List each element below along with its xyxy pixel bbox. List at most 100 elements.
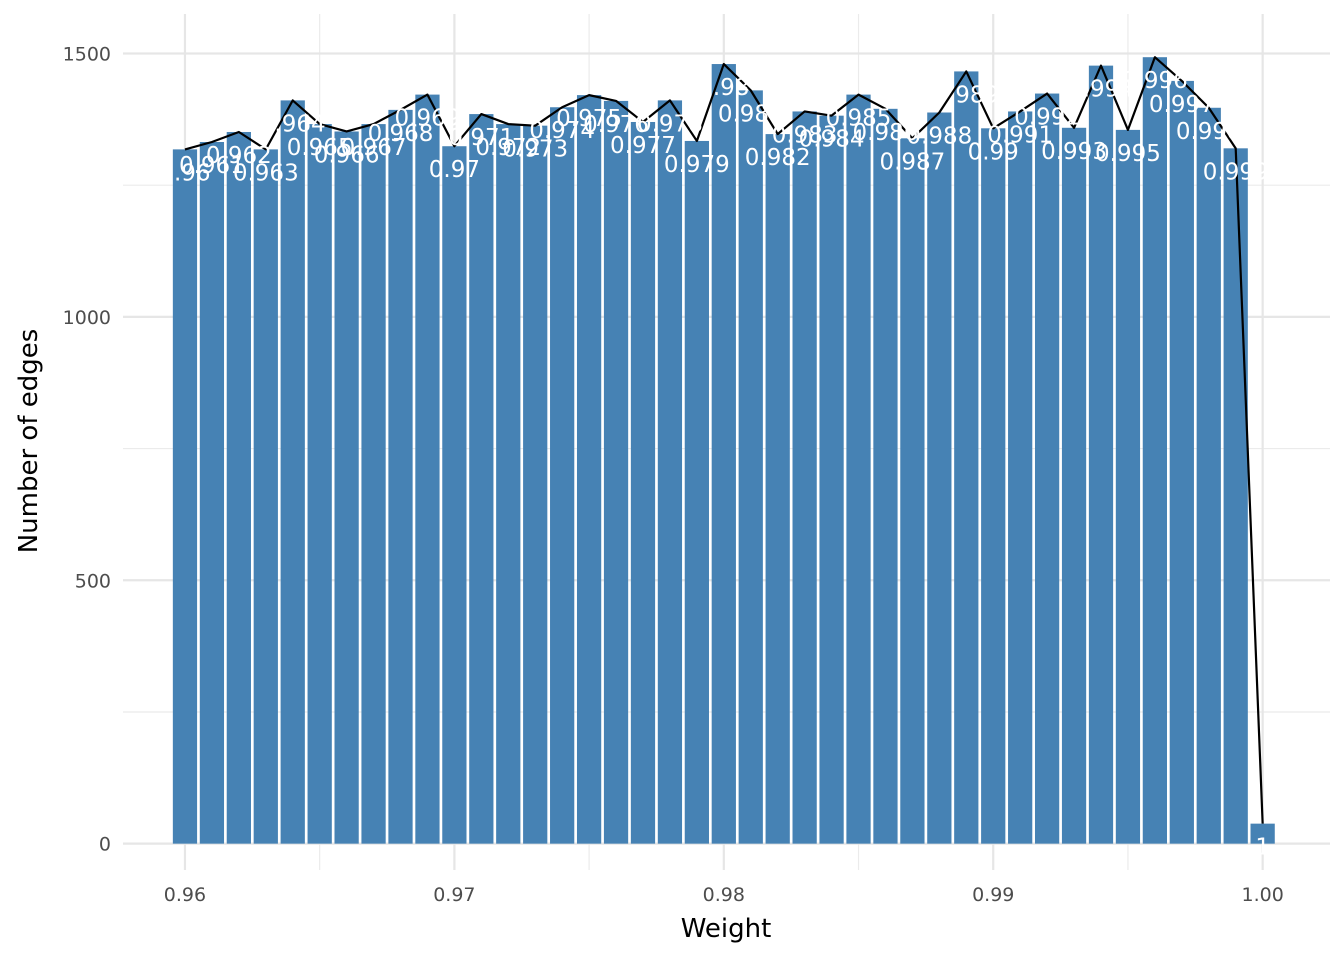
histogram-bar	[334, 131, 359, 844]
histogram-bar	[199, 142, 225, 844]
bar-label: 0.997	[1149, 92, 1215, 118]
histogram-bar	[819, 115, 844, 844]
bar-layer	[172, 57, 1275, 844]
bar-label: 1	[1255, 835, 1270, 861]
histogram-bar	[684, 140, 709, 844]
bar-label: 0.964	[260, 111, 326, 137]
histogram-bar	[1061, 127, 1087, 844]
bar-label: 0.971	[448, 125, 514, 151]
bar-label: 0.994	[1068, 77, 1134, 103]
bar-label: 0.976	[583, 112, 649, 138]
line-layer	[184, 56, 1264, 824]
histogram-bar	[172, 149, 198, 844]
bar-label: 0.967	[341, 135, 407, 161]
bar-label: 0.982	[745, 145, 811, 171]
histogram-bar	[307, 124, 332, 844]
histogram-bar	[657, 100, 683, 844]
bar-label: 0.97	[429, 157, 480, 183]
histogram-bar	[550, 107, 575, 844]
bar-label: 0.963	[233, 160, 299, 186]
histogram-bar	[954, 71, 979, 844]
histogram-bar	[711, 64, 736, 844]
bar-label: 0.992	[1014, 105, 1080, 131]
histogram-bar	[981, 128, 1006, 844]
histogram-bar	[442, 146, 467, 844]
bar-label: 0.996	[1122, 68, 1188, 94]
histogram-bar	[576, 95, 602, 844]
bar-label: 0.969	[395, 106, 461, 132]
histogram-bar	[253, 149, 278, 844]
bar-label: 0.985	[826, 106, 892, 132]
histogram-bar	[496, 124, 521, 844]
bar-label: 0.974	[529, 118, 595, 144]
histogram-bar	[1250, 823, 1275, 844]
histogram-bar	[846, 94, 871, 844]
bar-label: 0.978	[637, 111, 703, 137]
histogram-bar	[1196, 107, 1221, 844]
bar-label: 0.98	[698, 75, 749, 101]
bar-label: 0.988	[906, 124, 972, 150]
histogram-bar	[1034, 93, 1060, 844]
bar-label: 0.968	[368, 121, 434, 147]
histogram-bar	[280, 100, 305, 844]
x-tick-label: 1.00	[1241, 884, 1283, 906]
histogram-bar	[388, 109, 413, 844]
bar-label: 0.987	[879, 149, 945, 175]
histogram-bar	[1223, 148, 1248, 844]
histogram-bar	[900, 138, 925, 844]
bar-label: 0.983	[772, 122, 838, 148]
bar-label: 0.989	[933, 82, 999, 108]
bar-label-layer: 0.960.9610.9620.9630.9640.9650.9660.9670…	[159, 68, 1270, 860]
bar-label: 0.973	[502, 137, 568, 163]
histogram-bar	[792, 111, 817, 844]
histogram-bar	[738, 90, 763, 844]
histogram-bar	[469, 114, 494, 844]
histogram-bar	[765, 134, 790, 844]
bar-label: 0.993	[1041, 139, 1107, 165]
x-tick-label: 0.96	[164, 884, 206, 906]
bar-label: 0.975	[556, 106, 622, 132]
histogram-bar	[1142, 57, 1168, 844]
histogram-bar	[1169, 80, 1194, 844]
histogram-bar	[927, 112, 952, 844]
y-tick-label: 1000	[63, 307, 111, 329]
bar-label: 0.995	[1095, 141, 1161, 167]
histogram-bar	[1088, 65, 1114, 844]
histogram-bar	[226, 131, 251, 844]
histogram-bar	[415, 94, 440, 844]
bar-label: 0.999	[1203, 159, 1269, 185]
bar-label: 0.965	[287, 135, 353, 161]
count-line	[184, 56, 1264, 824]
bar-label: 0.998	[1176, 119, 1242, 145]
histogram-bar	[1008, 111, 1033, 844]
bar-label: 0.984	[799, 127, 865, 153]
y-tick-label: 0	[99, 834, 111, 856]
bar-label: 0.981	[718, 101, 784, 127]
x-tick-label: 0.99	[972, 884, 1014, 906]
histogram-bar	[873, 108, 898, 844]
y-tick-label: 1500	[63, 44, 111, 66]
bar-label: 0.979	[664, 152, 730, 178]
histogram-bar	[603, 100, 629, 844]
x-axis-title: Weight	[681, 914, 772, 944]
y-axis-title: Number of edges	[14, 329, 44, 554]
bar-label: 0.986	[853, 120, 919, 146]
y-tick-label: 500	[75, 570, 111, 592]
bar-label: 0.962	[206, 143, 272, 169]
histogram-bar	[523, 125, 548, 844]
bar-label: 0.991	[987, 122, 1053, 148]
x-tick-label: 0.97	[433, 884, 475, 906]
histogram-bar	[630, 121, 656, 844]
histogram-bar	[1115, 129, 1141, 844]
x-tick-label: 0.98	[703, 884, 745, 906]
bar-label: 0.966	[314, 142, 380, 168]
bar-label: 0.972	[475, 135, 541, 161]
bar-label: 0.961	[179, 153, 245, 179]
histogram-bar	[361, 124, 386, 844]
bar-label: 0.99	[968, 139, 1019, 165]
bar-label: 0.96	[159, 160, 210, 186]
bar-label: 0.977	[610, 133, 676, 159]
tick-label-layer: 0.96 0.97 0.98 0.99 1.00 0 500 1000 1500	[63, 44, 1284, 906]
